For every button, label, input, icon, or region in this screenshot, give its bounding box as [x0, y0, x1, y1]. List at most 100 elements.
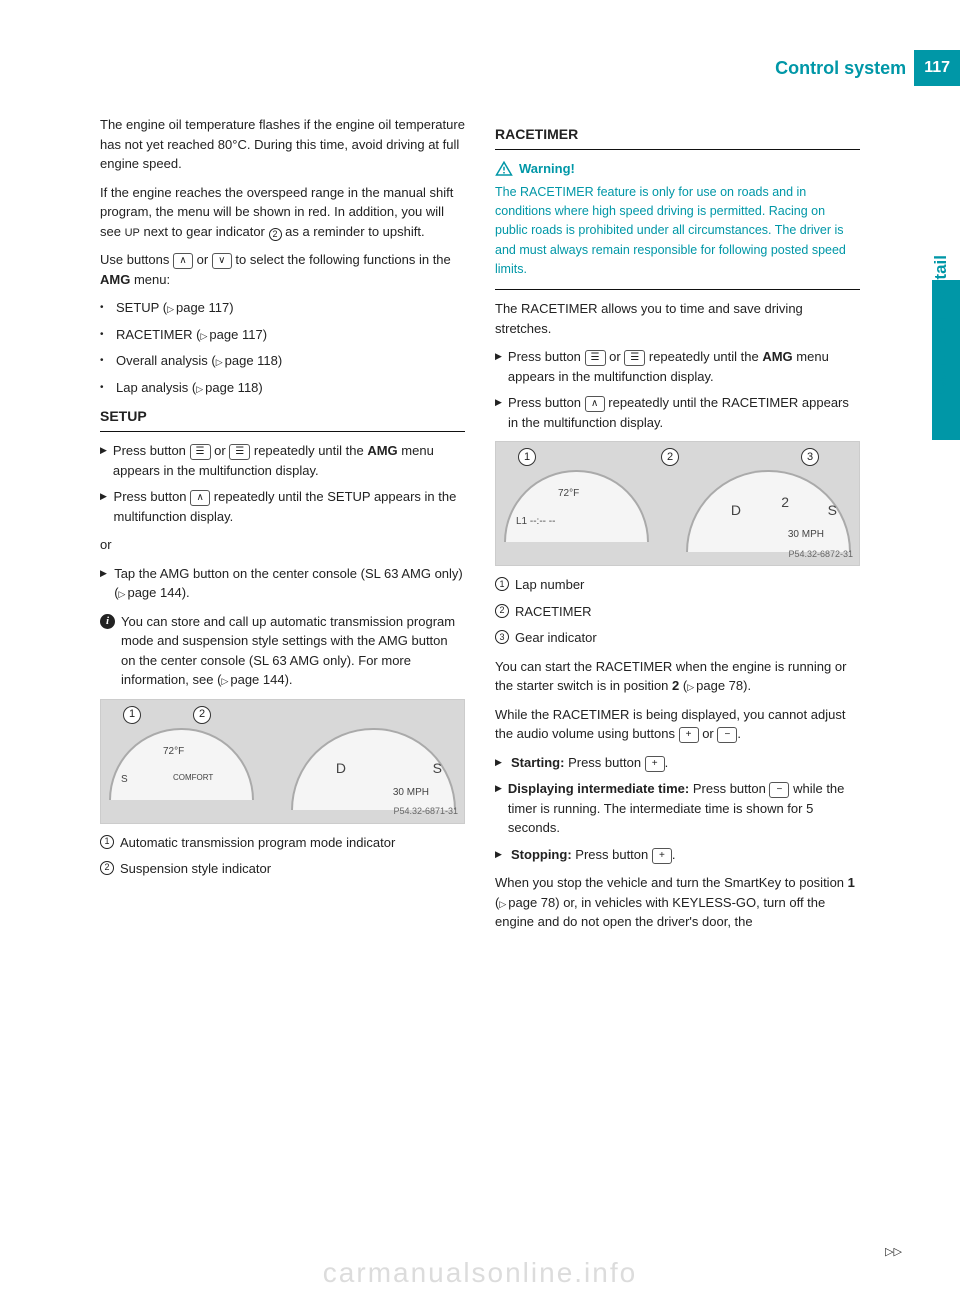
menu-right-icon: ☰: [229, 444, 250, 460]
fig-code: P54.32-6871-31: [393, 805, 458, 819]
list-item: Press button ∧ repeatedly until the SETU…: [100, 487, 465, 526]
text: Lap number: [515, 575, 584, 595]
racetimer-steps: Press button ☰ or ☰ repeatedly until the…: [495, 347, 860, 432]
continue-icon: ▷▷: [885, 1244, 902, 1261]
section-title: Control system: [775, 55, 906, 82]
plus-button-icon: +: [652, 848, 672, 864]
fig-mph: 30 MPH: [788, 527, 824, 542]
paragraph: The engine oil temperature flashes if th…: [100, 115, 465, 174]
action-label: Stopping:: [511, 847, 572, 862]
plus-button-icon: +: [645, 756, 665, 772]
callout-2-icon: 2: [193, 706, 211, 724]
circled-2-icon: 2: [269, 228, 282, 241]
legend-num-icon: 3: [495, 630, 509, 644]
paragraph: While the RACETIMER is being displayed, …: [495, 705, 860, 744]
text: ): [258, 380, 262, 395]
text: repeatedly until the: [645, 349, 762, 364]
text: Press button: [508, 395, 585, 410]
list-item: SETUP (page 117): [100, 298, 465, 318]
text: ).: [743, 678, 751, 693]
text: or: [211, 443, 230, 458]
legend-item: 2RACETIMER: [495, 602, 860, 622]
setup-steps: Press button ☰ or ☰ repeatedly until the…: [100, 441, 465, 526]
callout-1-icon: 1: [518, 448, 536, 466]
text: next to gear indicator: [140, 224, 269, 239]
left-column: The engine oil temperature flashes if th…: [100, 115, 465, 941]
text: or: [699, 726, 718, 741]
fig-gear-d: D: [731, 500, 741, 521]
side-tab-label: Controls in detail: [928, 255, 954, 394]
minus-button-icon: −: [717, 727, 737, 743]
button-down-icon: ∨: [212, 253, 232, 269]
text: While the RACETIMER is being displayed, …: [495, 707, 845, 742]
action-label: Starting:: [511, 755, 564, 770]
warning-icon: [495, 160, 513, 178]
text: Use buttons: [100, 252, 173, 267]
page-header: Control system 117: [775, 50, 960, 86]
plus-button-icon: +: [679, 727, 699, 743]
setup-steps-2: Tap the AMG button on the center console…: [100, 564, 465, 603]
legend-item: 2Suspension style indicator: [100, 859, 465, 879]
text: or: [606, 349, 625, 364]
fig-temp: 72°F: [558, 486, 579, 501]
rule: [100, 431, 465, 432]
paragraph: When you stop the vehicle and turn the S…: [495, 873, 860, 932]
racetimer-heading: RACETIMER: [495, 124, 860, 145]
page-ref: page 144: [119, 585, 182, 600]
text: RACETIMER (: [116, 327, 201, 342]
page-ref: page 118: [196, 380, 258, 395]
action-label: Displaying intermediate time:: [508, 781, 689, 796]
text: Gear indicator: [515, 628, 597, 648]
setup-heading: SETUP: [100, 406, 465, 427]
info-icon: i: [100, 614, 115, 629]
text: .: [737, 726, 741, 741]
info-text: You can store and call up automatic tran…: [121, 612, 465, 690]
fig-gear-s: S: [121, 772, 128, 787]
text: Overall analysis (: [116, 353, 216, 368]
text: .: [672, 847, 676, 862]
list-item: Press button ∧ repeatedly until the RACE…: [495, 393, 860, 432]
text: Suspension style indicator: [120, 859, 271, 879]
watermark: carmanualsonline.info: [323, 1252, 637, 1294]
text: You can start the RACETIMER when the eng…: [495, 659, 846, 694]
menu-left-icon: ☰: [585, 350, 606, 366]
racetimer-actions: Starting: Press button +. Displaying int…: [495, 753, 860, 865]
button-up-icon: ∧: [173, 253, 193, 269]
fig-two: 2: [781, 492, 789, 513]
page-ref: page 78: [687, 678, 743, 693]
list-item: Lap analysis (page 118): [100, 378, 465, 398]
fig-code: P54.32-6872-31: [788, 548, 853, 562]
text: ).: [285, 672, 293, 687]
amg-label: AMG: [762, 349, 792, 364]
up-label: UP: [125, 227, 140, 239]
legend-item: 1Lap number: [495, 575, 860, 595]
figure-racetimer: 1 2 3 72°F L1 --:-- -- D 2 S 30 MPH P54.…: [495, 441, 860, 566]
text: Press button: [564, 755, 644, 770]
page-number: 117: [914, 50, 960, 86]
paragraph: The RACETIMER allows you to time and sav…: [495, 299, 860, 338]
page-ref: page 117: [201, 327, 263, 342]
text: as a reminder to upshift.: [282, 224, 425, 239]
fig-temp: 72°F: [163, 744, 184, 759]
legend-item: 1Automatic transmission program mode ind…: [100, 833, 465, 853]
callout-1-icon: 1: [123, 706, 141, 724]
text: ): [263, 327, 267, 342]
legend-num-icon: 2: [495, 604, 509, 618]
list-item: Starting: Press button +.: [495, 753, 860, 773]
paragraph: You can start the RACETIMER when the eng…: [495, 657, 860, 696]
amg-label: AMG: [100, 272, 130, 287]
list-item: Press button ☰ or ☰ repeatedly until the…: [100, 441, 465, 480]
callout-2-icon: 2: [661, 448, 679, 466]
list-item: Stopping: Press button +.: [495, 845, 860, 865]
callout-3-icon: 3: [801, 448, 819, 466]
text: Press button: [508, 349, 585, 364]
or-label: or: [100, 535, 465, 555]
page-ref: page 144: [221, 672, 284, 687]
fig-comfort: COMFORT: [173, 772, 213, 784]
list-item: RACETIMER (page 117): [100, 325, 465, 345]
fig-gear-s: S: [828, 500, 837, 521]
amg-label: AMG: [367, 443, 397, 458]
text: or: [193, 252, 212, 267]
warning-text: The RACETIMER feature is only for use on…: [495, 183, 860, 280]
figure-legend: 1Automatic transmission program mode ind…: [100, 833, 465, 879]
